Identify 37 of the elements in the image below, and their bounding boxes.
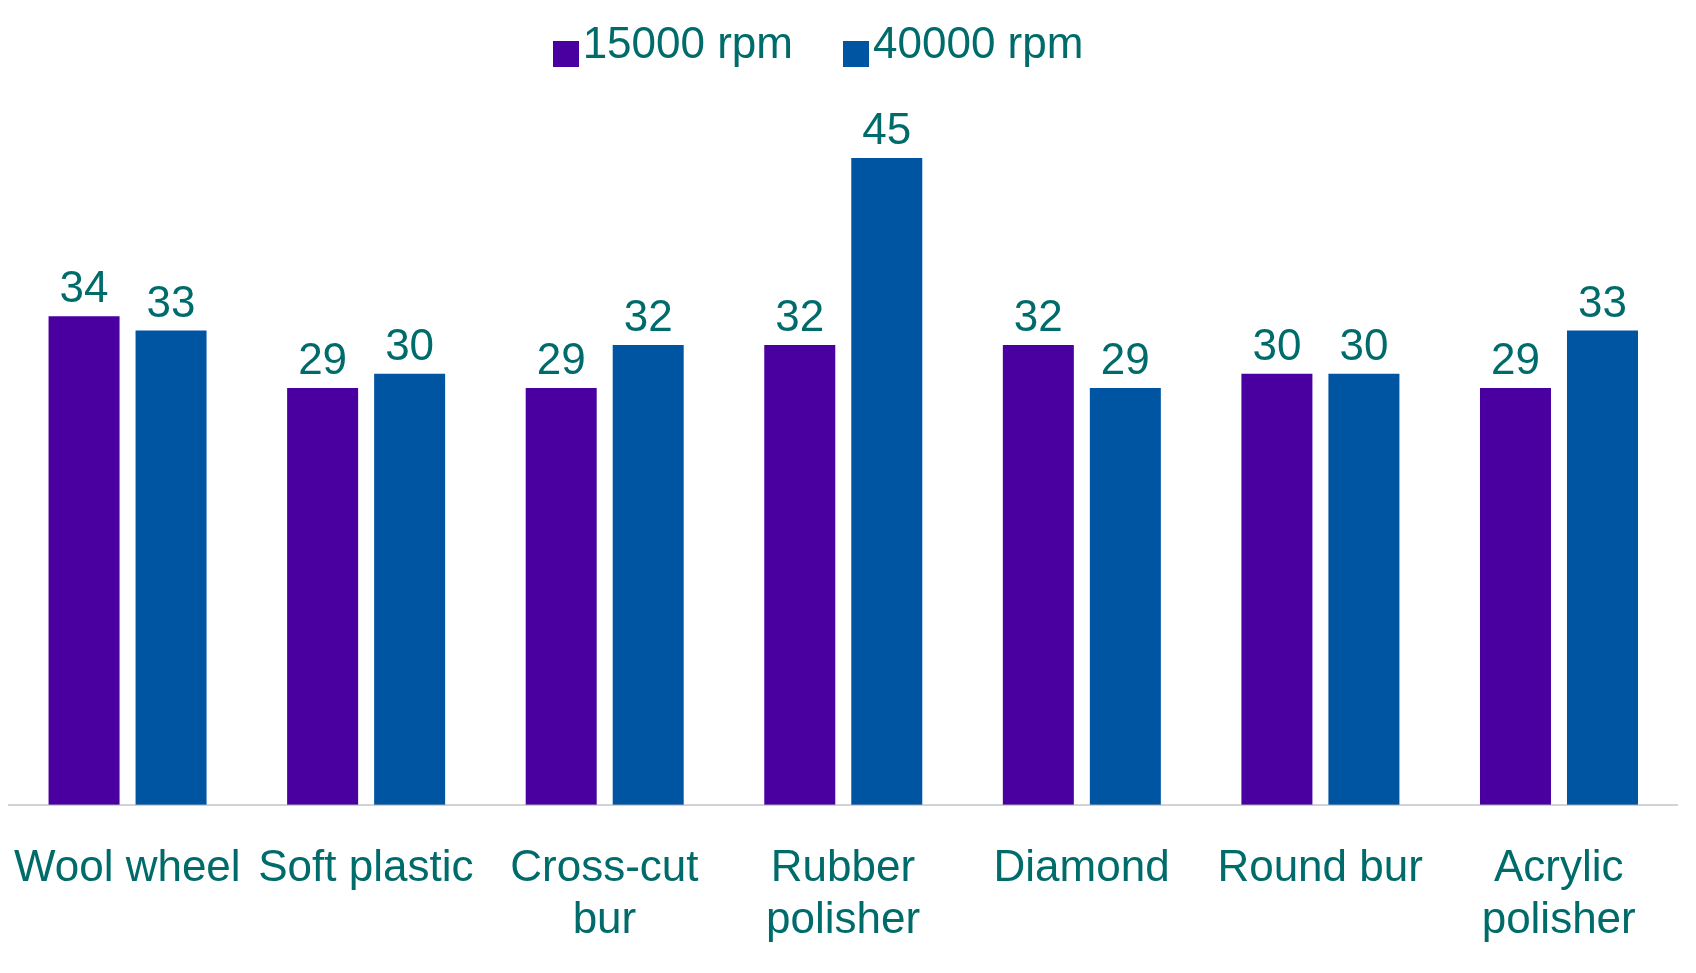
- data-label: 29: [536, 334, 586, 384]
- data-label: 34: [59, 262, 109, 312]
- bar: [1089, 388, 1161, 805]
- x-tick-label: Diamond: [993, 841, 1170, 890]
- bar: [525, 388, 597, 805]
- bar: [612, 344, 684, 805]
- data-label: 33: [146, 276, 196, 326]
- data-label: 33: [1578, 276, 1627, 326]
- legend-label: 40000 rpm: [873, 18, 1084, 67]
- data-label: 30: [1252, 319, 1302, 369]
- data-label: 29: [298, 334, 348, 384]
- x-tick-label: Soft plastic: [258, 841, 474, 890]
- data-label: 30: [385, 319, 435, 369]
- bar: [48, 316, 120, 805]
- data-label: 45: [862, 104, 912, 153]
- bar: [1566, 330, 1638, 805]
- bar: [135, 330, 207, 805]
- data-label: 32: [623, 290, 673, 340]
- x-tick-label: Round bur: [1217, 841, 1423, 890]
- data-label: 29: [1491, 334, 1540, 384]
- x-tick-label: Cross-cut bur: [510, 841, 699, 942]
- x-tick-label: Wool wheel: [13, 841, 241, 890]
- bar: [1479, 388, 1551, 805]
- bar: [374, 373, 446, 805]
- bar: [1328, 373, 1400, 805]
- x-tick-label: Rubber polisher: [765, 841, 921, 942]
- data-label: 30: [1339, 319, 1389, 369]
- data-label: 32: [775, 290, 825, 340]
- data-label: 32: [1013, 290, 1063, 340]
- bar: [1002, 344, 1074, 805]
- bar: [1241, 373, 1313, 805]
- bar: [851, 158, 923, 805]
- data-label: 29: [1100, 334, 1150, 384]
- bar: [764, 344, 836, 805]
- x-tick-label: Acrylic polisher: [1481, 841, 1636, 942]
- legend-label: 15000 rpm: [582, 18, 793, 67]
- bar: [287, 388, 359, 805]
